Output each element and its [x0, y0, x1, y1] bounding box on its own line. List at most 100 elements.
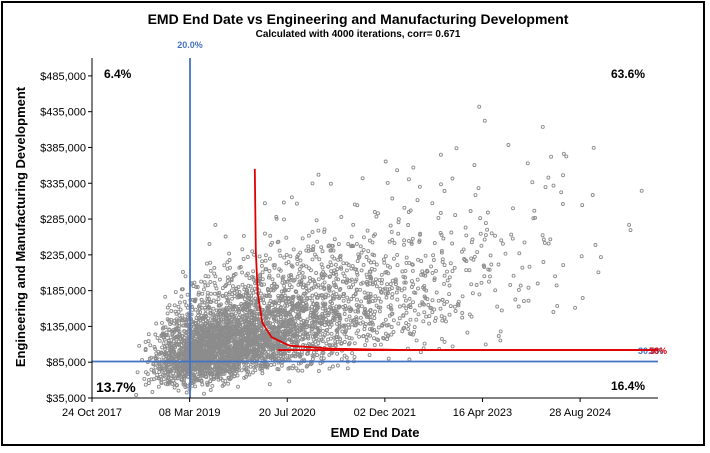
scatter-point	[192, 299, 197, 304]
scatter-point	[244, 333, 248, 338]
scatter-point	[256, 334, 261, 339]
scatter-point	[266, 316, 271, 321]
scatter-point	[483, 221, 488, 226]
scatter-point	[272, 311, 277, 316]
scatter-point	[495, 304, 500, 309]
scatter-point	[337, 324, 342, 329]
scatter-point	[364, 313, 369, 317]
scatter-point	[211, 337, 216, 342]
scatter-point	[216, 352, 221, 357]
scatter-point	[289, 263, 294, 268]
scatter-point	[295, 352, 300, 357]
scatter-point	[430, 310, 435, 315]
scatter-point	[266, 345, 271, 350]
scatter-point	[176, 309, 181, 314]
scatter-point	[253, 296, 258, 301]
scatter-point	[438, 152, 443, 157]
scatter-point	[181, 345, 186, 350]
scatter-point	[408, 317, 413, 322]
scatter-point	[225, 275, 230, 280]
scatter-point	[226, 299, 230, 303]
scatter-point	[254, 304, 259, 309]
scatter-point	[294, 201, 299, 206]
scatter-point	[282, 288, 286, 293]
scatter-point	[244, 316, 249, 321]
scatter-point	[210, 383, 215, 388]
scatter-point	[407, 357, 412, 362]
scatter-point	[161, 355, 166, 360]
scatter-point	[284, 235, 289, 240]
scatter-point	[357, 334, 362, 339]
scatter-point	[223, 317, 228, 322]
scatter-point	[201, 316, 206, 321]
scatter-point	[260, 371, 265, 376]
scatter-point	[185, 323, 190, 328]
scatter-point	[169, 338, 174, 343]
scatter-point	[549, 154, 554, 159]
scatter-point	[410, 332, 415, 337]
scatter-point	[303, 331, 308, 336]
scatter-point	[425, 268, 429, 273]
scatter-point	[335, 351, 340, 356]
scatter-point	[314, 292, 318, 297]
scatter-point	[443, 319, 448, 324]
scatter-point	[154, 351, 159, 356]
scatter-point	[324, 320, 329, 325]
scatter-point	[161, 377, 166, 382]
scatter-point	[174, 382, 179, 387]
scatter-point	[287, 354, 292, 359]
scatter-point	[290, 306, 295, 311]
scatter-point	[205, 283, 210, 288]
scatter-point	[302, 322, 307, 327]
scatter-point	[251, 354, 255, 359]
scatter-point	[368, 308, 373, 313]
scatter-point	[373, 277, 378, 282]
scatter-point	[280, 319, 285, 324]
scatter-point	[404, 255, 409, 260]
scatter-point	[195, 285, 200, 289]
scatter-point	[263, 258, 268, 263]
scatter-point	[152, 370, 157, 375]
scatter-point	[314, 254, 319, 259]
scatter-point	[521, 299, 526, 304]
scatter-point	[247, 302, 252, 307]
scatter-point	[390, 278, 395, 283]
scatter-point	[564, 154, 569, 159]
scatter-point	[334, 292, 339, 297]
scatter-point	[160, 345, 165, 350]
scatter-point	[257, 277, 262, 281]
scatter-point	[335, 314, 340, 319]
scatter-point	[321, 329, 325, 333]
scatter-point	[278, 253, 283, 258]
scatter-point	[419, 259, 424, 264]
scatter-point	[447, 312, 452, 317]
scatter-point	[259, 349, 264, 354]
scatter-point	[268, 233, 273, 238]
scatter-point	[258, 337, 263, 342]
scatter-point	[554, 283, 559, 288]
scatter-point	[253, 326, 258, 331]
scatter-point	[450, 344, 455, 349]
scatter-point	[204, 261, 209, 266]
scatter-point	[277, 248, 282, 253]
scatter-point	[184, 390, 189, 395]
scatter-point	[300, 236, 305, 241]
scatter-point	[149, 367, 154, 372]
x-tick-label: 08 Mar 2019	[159, 407, 221, 419]
scatter-point	[290, 324, 295, 329]
scatter-point	[383, 331, 388, 336]
scatter-point	[374, 262, 379, 267]
scatter-point	[415, 198, 420, 203]
scatter-point	[223, 307, 228, 312]
scatter-point	[233, 346, 238, 351]
scatter-point	[354, 267, 359, 272]
scatter-point	[253, 368, 258, 373]
scatter-point	[354, 287, 359, 292]
scatter-point	[469, 240, 474, 245]
scatter-point	[406, 177, 411, 182]
scatter-point	[268, 288, 273, 293]
scatter-point	[489, 262, 494, 267]
scatter-point	[205, 290, 210, 295]
scatter-point	[280, 323, 285, 328]
scatter-point	[240, 282, 245, 287]
